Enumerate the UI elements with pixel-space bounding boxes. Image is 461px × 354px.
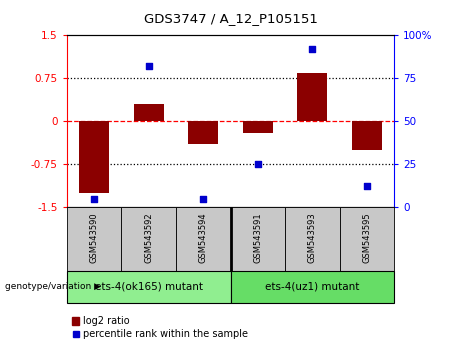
Bar: [230, 207, 285, 271]
Bar: [230, 271, 394, 303]
Bar: [134, 104, 164, 121]
Point: [200, 196, 207, 201]
Text: ets-4(ok165) mutant: ets-4(ok165) mutant: [95, 282, 203, 292]
Point: [90, 196, 98, 201]
Point: [145, 63, 152, 69]
Text: GSM543595: GSM543595: [362, 212, 372, 263]
Text: GSM543592: GSM543592: [144, 212, 153, 263]
Text: GSM543593: GSM543593: [308, 212, 317, 263]
Bar: [297, 73, 327, 121]
Point: [308, 46, 316, 52]
Bar: [352, 121, 382, 150]
Bar: [243, 121, 273, 133]
Text: GSM543590: GSM543590: [89, 212, 99, 263]
Text: ets-4(uz1) mutant: ets-4(uz1) mutant: [265, 282, 360, 292]
Bar: [79, 121, 109, 193]
Point: [254, 161, 261, 167]
Legend: log2 ratio, percentile rank within the sample: log2 ratio, percentile rank within the s…: [72, 316, 248, 339]
Bar: [176, 207, 230, 271]
Bar: [188, 121, 218, 144]
Text: GDS3747 / A_12_P105151: GDS3747 / A_12_P105151: [143, 12, 318, 25]
Bar: [285, 207, 340, 271]
Text: GSM543594: GSM543594: [199, 212, 208, 263]
Bar: [67, 271, 230, 303]
Point: [363, 184, 371, 189]
Bar: [340, 207, 394, 271]
Bar: [121, 207, 176, 271]
Text: genotype/variation ▶: genotype/variation ▶: [5, 282, 100, 291]
Text: GSM543591: GSM543591: [253, 212, 262, 263]
Bar: [67, 207, 121, 271]
